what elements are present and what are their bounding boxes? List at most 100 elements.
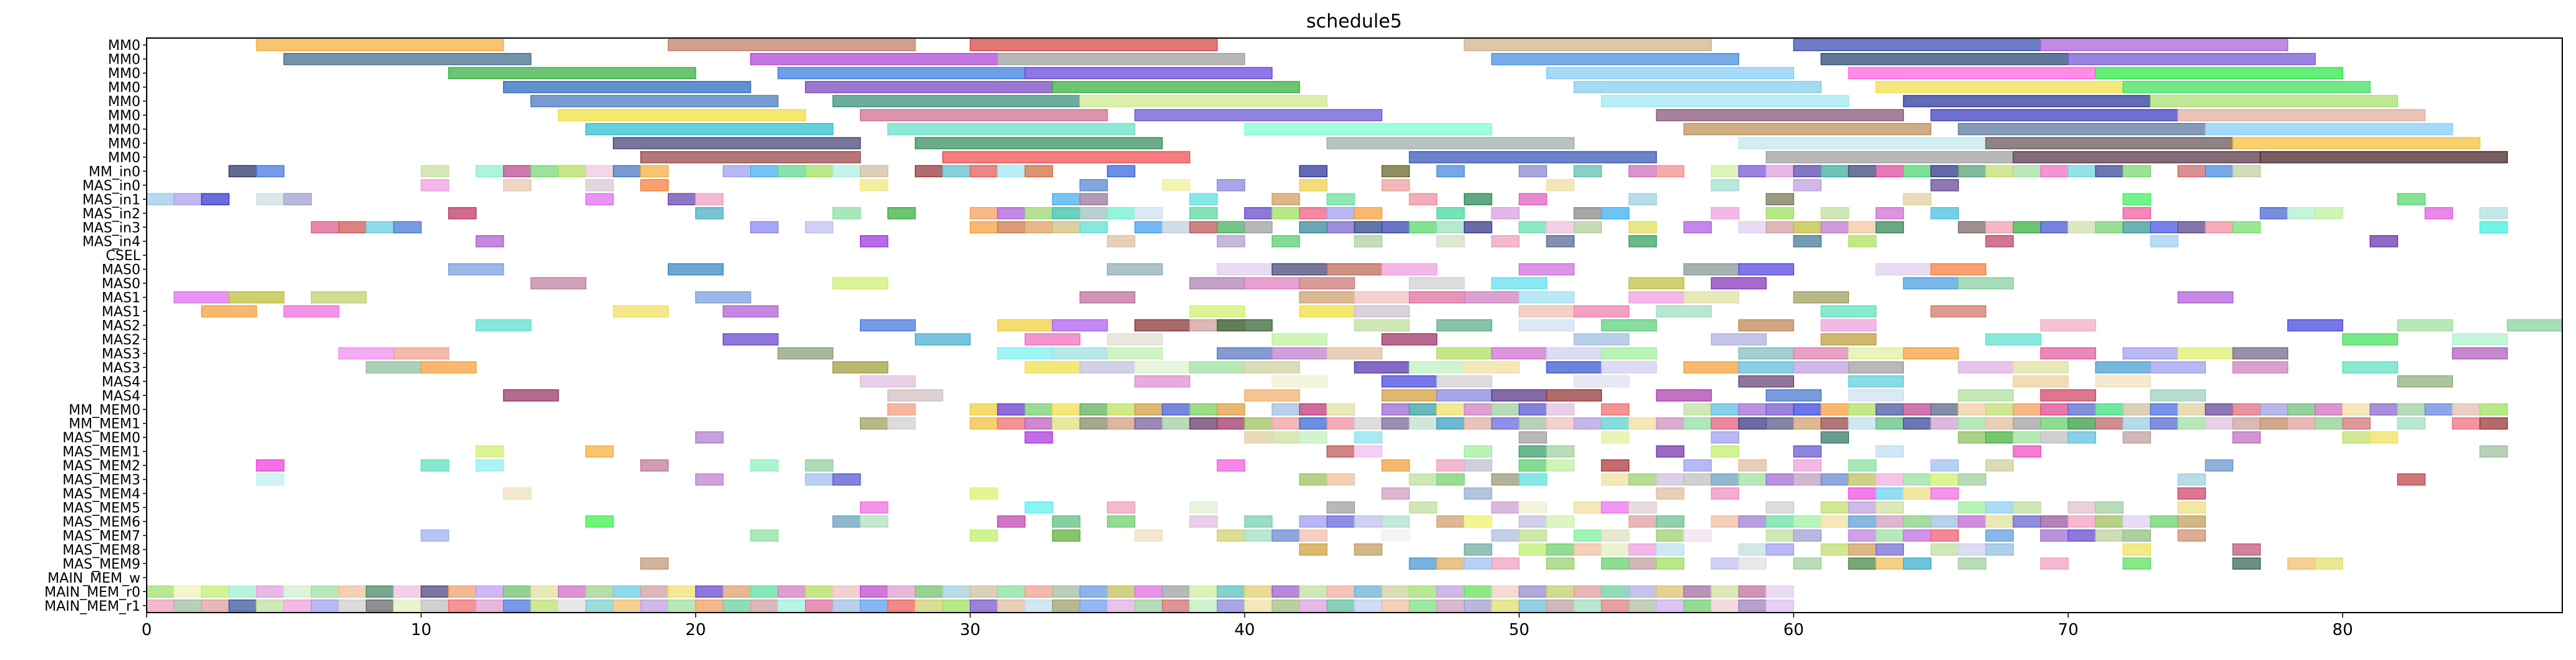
task-bar <box>914 599 944 612</box>
task-bar <box>1848 403 1877 416</box>
task-bar <box>393 585 422 598</box>
task-bar <box>1134 207 1163 220</box>
task-bar <box>1299 179 1328 192</box>
task-bar <box>530 599 559 612</box>
task-bar <box>1573 221 1603 234</box>
task-bar <box>1079 95 1328 107</box>
task-bar <box>1381 179 1410 192</box>
task-bar <box>1546 543 1575 556</box>
task-bar <box>1134 529 1163 542</box>
task-bar <box>1024 431 1053 444</box>
task-bar <box>1051 585 1081 598</box>
task-bar <box>1710 207 1740 220</box>
y-tick-label: MAS_MEM8 <box>62 543 140 558</box>
task-bar <box>1381 417 1410 430</box>
task-bar <box>1079 207 1108 220</box>
task-bar <box>2205 221 2233 234</box>
task-bar <box>1601 95 1850 107</box>
task-bar <box>1546 389 1603 402</box>
task-bar <box>1463 193 1493 206</box>
task-bar <box>1299 207 1328 220</box>
task-bar <box>695 585 724 598</box>
task-bar <box>1134 599 1163 612</box>
task-bar <box>1930 263 1987 276</box>
task-bar <box>777 67 1026 79</box>
task-bar <box>1518 221 1548 234</box>
task-bar <box>1326 501 1355 514</box>
task-bar <box>914 137 1163 150</box>
task-bar <box>1299 585 1328 598</box>
task-bar <box>1244 207 1273 220</box>
task-bar <box>2122 431 2151 444</box>
task-bar <box>1381 165 1410 178</box>
task-bar <box>1656 599 1685 612</box>
task-bar <box>2150 515 2178 528</box>
task-bar <box>1765 585 1795 598</box>
task-bar <box>530 277 587 289</box>
task-bar <box>421 361 477 374</box>
y-tick-label: MAS_MEM7 <box>62 528 140 544</box>
task-bar <box>1408 277 1465 289</box>
task-bar <box>1079 291 1136 304</box>
task-bar <box>448 599 477 612</box>
y-tick-label: MAS2 <box>102 319 140 334</box>
task-bar <box>1271 403 1300 416</box>
task-bar <box>2342 417 2371 430</box>
task-bar <box>1299 277 1355 289</box>
task-bar <box>723 585 751 598</box>
task-bar <box>1848 235 1877 248</box>
task-bar <box>476 445 504 458</box>
task-bar <box>859 375 916 388</box>
task-bar <box>914 585 944 598</box>
task-bar <box>503 585 532 598</box>
task-bar <box>1738 361 1795 374</box>
task-bar <box>530 585 559 598</box>
task-bar <box>1710 277 1767 289</box>
task-bar <box>1710 585 1740 598</box>
task-bar <box>1463 599 1493 612</box>
task-bar <box>2122 221 2151 234</box>
task-bar <box>613 137 861 150</box>
task-bar <box>1683 417 1712 430</box>
task-bar <box>668 599 696 612</box>
task-bar <box>366 221 394 234</box>
task-bar <box>1161 417 1191 430</box>
task-bar <box>256 459 285 472</box>
task-bar <box>1518 501 1548 514</box>
task-bar <box>283 52 532 66</box>
task-bar <box>1271 375 1328 388</box>
task-bar <box>1656 165 1685 178</box>
task-bar <box>2177 529 2206 542</box>
task-bar <box>1381 487 1410 500</box>
task-bar <box>1134 585 1163 598</box>
task-bar <box>969 207 998 220</box>
task-bar <box>448 585 477 598</box>
task-bar <box>2122 347 2178 360</box>
task-bar <box>1491 417 1520 430</box>
task-bar <box>2342 431 2371 444</box>
task-bar <box>1875 403 1905 416</box>
task-bar <box>1738 263 1795 276</box>
task-bar <box>1161 403 1191 416</box>
task-bar <box>1628 277 1685 289</box>
task-bar <box>1601 459 1630 472</box>
task-bar <box>1106 333 1163 346</box>
task-bar <box>1985 459 2014 472</box>
task-bar <box>1436 165 1465 178</box>
task-bar <box>1518 529 1548 542</box>
task-bar <box>1820 473 1850 486</box>
task-bar <box>1381 459 1410 472</box>
y-tick-label: MAS_MEM0 <box>62 430 140 446</box>
task-bar <box>201 193 230 206</box>
task-bar <box>1710 445 1740 458</box>
task-bar <box>1875 207 1905 220</box>
task-bar <box>1491 585 1520 598</box>
y-tick-label: MAS_MEM9 <box>62 556 140 572</box>
task-bar <box>146 193 175 206</box>
y-tick-label: MAS0 <box>102 263 140 278</box>
task-bar <box>393 347 449 360</box>
task-bar <box>1326 403 1355 416</box>
task-bar <box>1518 291 1575 304</box>
task-bar <box>1354 319 1410 332</box>
x-tick-label: 80 <box>2333 621 2353 639</box>
